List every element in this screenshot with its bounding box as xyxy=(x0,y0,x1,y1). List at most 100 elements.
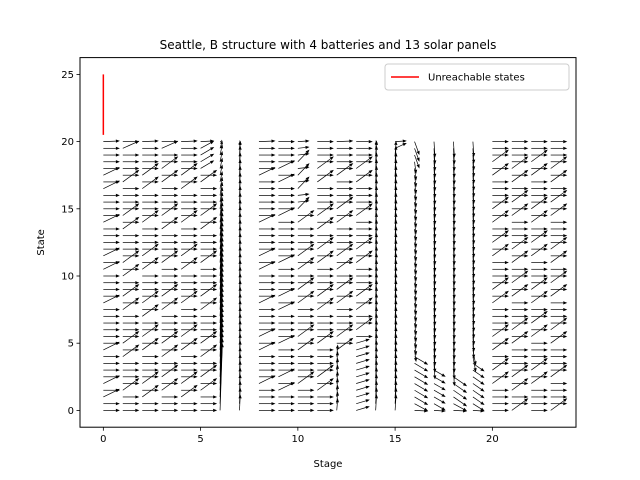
vector-arrow-head xyxy=(174,160,179,164)
vector-arrow-head xyxy=(135,368,140,372)
vector-arrow-head xyxy=(524,361,529,365)
vector-arrow xyxy=(375,223,377,236)
vector-arrow xyxy=(103,376,117,384)
vector-arrow-head xyxy=(524,287,529,292)
vector-arrow xyxy=(219,154,222,162)
vector-arrow xyxy=(317,205,331,216)
vector-arrow xyxy=(453,389,464,398)
vector-arrow-head xyxy=(349,166,354,171)
vector-arrow-head xyxy=(212,378,218,382)
vector-arrow-head xyxy=(213,274,218,278)
vector-arrow xyxy=(142,212,156,223)
vector-arrow-head xyxy=(414,263,418,268)
vector-field xyxy=(103,139,568,413)
vector-arrow xyxy=(336,402,338,411)
vector-arrow-head xyxy=(310,308,315,312)
vector-arrow-head xyxy=(329,381,334,386)
vector-arrow-head xyxy=(174,250,179,255)
vector-arrow-head xyxy=(365,365,370,369)
vector-arrow-head xyxy=(271,408,276,412)
vector-arrow-head xyxy=(374,140,378,145)
vector-arrow-head xyxy=(433,348,437,353)
vector-arrow-head xyxy=(209,153,215,158)
vector-arrow xyxy=(414,249,416,258)
vector-arrow-head xyxy=(414,236,418,242)
vector-arrow-head xyxy=(543,371,548,376)
vector-arrow-head xyxy=(368,193,373,197)
vector-arrow-head xyxy=(543,294,548,298)
vector-arrow-head xyxy=(310,337,315,342)
vector-arrow-head xyxy=(135,140,140,144)
vector-arrow-head xyxy=(504,267,509,271)
vector-arrow-head xyxy=(271,287,276,292)
vector-arrow-head xyxy=(441,373,446,377)
vector-arrow-head xyxy=(480,407,485,412)
vector-arrow-head xyxy=(290,355,295,359)
vector-arrow-head xyxy=(174,361,179,365)
vector-arrow-head xyxy=(209,160,215,164)
vector-arrow-head xyxy=(368,160,373,164)
vector-arrow-head xyxy=(452,234,456,239)
x-axis-label: Stage xyxy=(314,459,343,470)
vector-arrow xyxy=(394,310,397,324)
vector-arrow xyxy=(161,205,176,216)
vector-arrow-head xyxy=(193,375,198,379)
vector-arrow-head xyxy=(135,361,140,365)
vector-arrow-head xyxy=(414,290,418,295)
vector-arrow xyxy=(161,299,176,310)
vector-arrow-head xyxy=(115,368,120,372)
vector-arrow-head xyxy=(135,187,140,191)
vector-arrow xyxy=(511,400,526,411)
vector-arrow xyxy=(511,333,526,344)
vector-arrow-head xyxy=(174,328,179,332)
vector-arrow-head xyxy=(543,375,548,379)
vector-arrow-head xyxy=(472,267,476,272)
vector-arrow-head xyxy=(563,388,568,392)
vector-arrow xyxy=(200,205,215,216)
vector-arrow-head xyxy=(271,180,276,184)
vector-arrow-head xyxy=(368,234,373,238)
vector-arrow-head xyxy=(414,357,418,363)
vector-arrow xyxy=(356,407,367,411)
vector-arrow-head xyxy=(524,240,529,244)
vector-arrow xyxy=(414,195,416,204)
vector-arrow xyxy=(414,161,416,170)
vector-arrow xyxy=(219,195,223,209)
vector-arrow-head xyxy=(543,247,548,251)
vector-arrow xyxy=(142,386,156,398)
vector-arrow xyxy=(375,250,377,263)
vector-arrow-head xyxy=(452,274,456,279)
vector-arrow xyxy=(180,178,195,189)
vector-arrow-head xyxy=(524,334,529,339)
vector-arrow xyxy=(414,181,416,191)
vector-arrow-head xyxy=(563,146,568,150)
vector-arrow xyxy=(492,292,506,304)
vector-arrow-head xyxy=(563,274,568,278)
vector-arrow-head xyxy=(433,368,437,373)
vector-arrow-head xyxy=(472,193,476,198)
vector-arrow xyxy=(394,210,397,223)
vector-arrow-head xyxy=(174,402,179,406)
vector-arrow-head xyxy=(349,341,354,345)
vector-arrow-head xyxy=(154,384,159,389)
vector-arrow-head xyxy=(543,274,548,278)
vector-arrow-head xyxy=(524,368,529,372)
vector-arrow-head xyxy=(543,267,548,271)
vector-arrow xyxy=(103,249,117,257)
vector-arrow-head xyxy=(193,337,198,342)
vector-arrow xyxy=(414,255,416,265)
vector-arrow-head xyxy=(154,337,159,342)
vector-arrow-head xyxy=(423,374,429,379)
vector-arrow xyxy=(258,249,273,257)
vector-arrow xyxy=(550,319,565,331)
vector-arrow-head xyxy=(115,180,120,184)
vector-arrow-head xyxy=(219,157,224,162)
vector-arrow-head xyxy=(115,341,120,345)
vector-arrow-head xyxy=(524,364,529,369)
vector-arrow-head xyxy=(193,234,198,238)
vector-arrow xyxy=(355,158,370,169)
vector-arrow xyxy=(394,196,397,209)
vector-arrow-head xyxy=(290,207,295,211)
vector-arrow-head xyxy=(349,247,354,251)
vector-arrow-head xyxy=(480,394,485,399)
